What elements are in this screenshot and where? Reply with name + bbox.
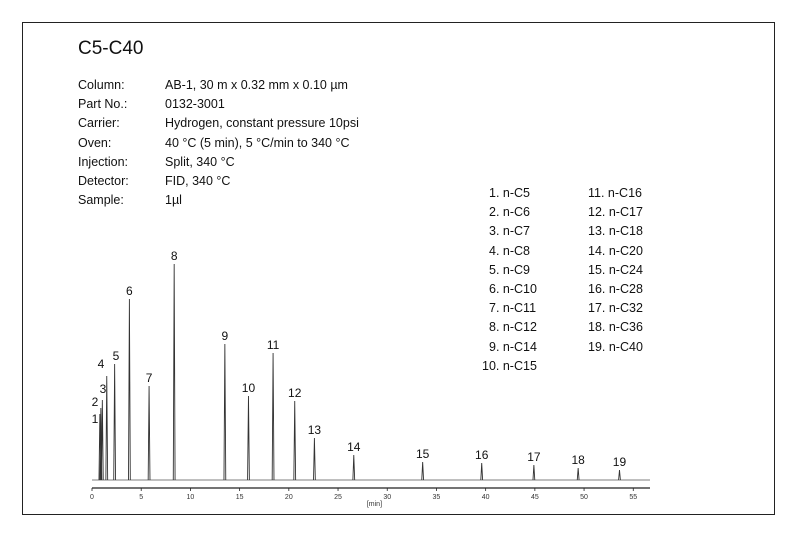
peak-label: 9 [222,329,229,343]
legend-item: 2. n-C6 [489,205,530,220]
peak-label: 7 [146,371,153,385]
condition-value: 1µl [165,193,182,208]
peak-label: 4 [98,357,105,371]
chart-title: C5-C40 [78,38,144,59]
legend-item: 3. n-C7 [489,224,530,239]
peak-label: 8 [171,249,178,263]
x-tick-label: 50 [580,494,588,501]
legend-item: 11. n-C16 [588,186,642,200]
peak-label: 6 [126,284,133,298]
peak-label: 14 [347,440,361,454]
condition-value: AB-1, 30 m x 0.32 mm x 0.10 µm [165,78,348,92]
peak [293,400,297,481]
legend-item: 18. n-C36 [588,320,643,335]
legend-item: 6. n-C10 [489,282,537,296]
x-tick-label: 0 [90,494,94,501]
x-tick-label: 40 [482,494,490,501]
peak-label: 15 [416,447,430,461]
legend-item: 14. n-C20 [588,243,643,258]
x-tick-label: 35 [433,494,441,501]
legend-item: 1. n-C5 [489,186,530,200]
legend-item: 16. n-C28 [588,282,643,296]
legend-item: 4. n-C8 [489,243,530,258]
legend-item: 19. n-C40 [588,339,643,354]
x-tick-label: 5 [139,494,143,501]
legend-item: 5. n-C9 [489,262,530,277]
peak [480,462,484,481]
peak [113,363,116,481]
legend-item: 9. n-C14 [489,339,537,354]
x-tick-label: 30 [383,494,391,501]
x-tick-label: 25 [334,494,342,501]
peak [147,385,151,481]
peak-label: 10 [242,381,256,395]
peak-label: 1 [92,412,99,426]
peak [247,395,250,481]
peak-label: 12 [288,386,302,400]
peak-label: 19 [613,455,627,469]
figure-border [22,22,775,515]
peak [100,399,104,481]
condition-label: Sample: [78,193,124,208]
condition-label: Part No.: [78,97,128,112]
peak [618,469,621,481]
x-tick-label: 10 [187,494,195,501]
peak-label: 3 [100,382,107,396]
x-tick-label: 55 [629,494,637,501]
condition-label: Carrier: [78,116,120,131]
peak-label: 2 [92,395,99,409]
x-tick-label: 15 [236,494,244,501]
peak-label: 11 [267,338,280,352]
peak [532,464,536,481]
peak [576,467,580,481]
condition-label: Oven: [78,135,112,150]
x-axis-label: [min] [367,501,382,508]
peak-label: 5 [113,349,120,363]
peak [352,454,356,481]
legend-item: 13. n-C18 [588,224,643,239]
peak-label: 18 [571,453,585,467]
x-tick-label: 20 [285,494,293,501]
peak [421,461,425,481]
legend-item: 12. n-C17 [588,205,643,220]
peak [223,343,227,481]
condition-value: Hydrogen, constant pressure 10psi [165,116,359,131]
peak [313,437,316,481]
peak [105,375,109,481]
peak [128,298,131,481]
peak-label: 13 [308,423,322,437]
peak [271,352,275,481]
condition-value: 40 °C (5 min), 5 °C/min to 340 °C [165,135,350,150]
condition-label: Detector: [78,174,129,188]
condition-label: Injection: [78,154,129,169]
legend-item: 15. n-C24 [588,262,643,277]
condition-value: FID, 340 °C [165,174,231,188]
condition-label: Column: [78,78,125,92]
legend-item: 7. n-C11 [489,301,537,316]
peak-label: 16 [475,448,489,462]
peak [172,263,176,481]
legend-item: 10. n-C15 [482,358,537,373]
legend-item: 17. n-C32 [588,301,643,316]
condition-value: 0132-3001 [165,97,225,112]
peak-label: 17 [527,450,541,464]
condition-value: Split, 340 °C [165,154,235,169]
x-tick-label: 45 [531,494,539,501]
legend-item: 8. n-C12 [489,320,537,335]
